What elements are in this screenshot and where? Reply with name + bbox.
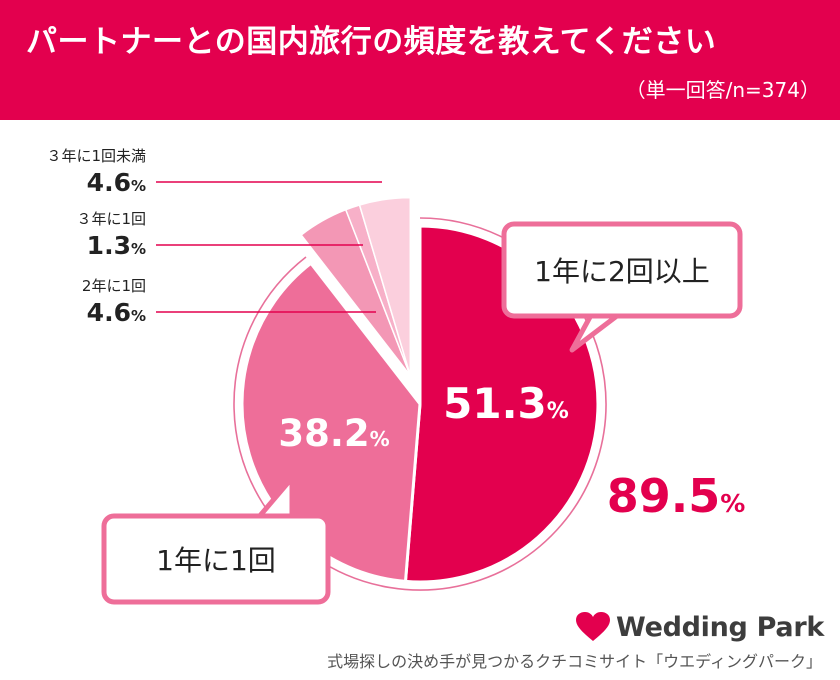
callout-label: 1年に2回以上 bbox=[534, 255, 710, 288]
page-title: パートナーとの国内旅行の頻度を教えてください bbox=[26, 24, 717, 60]
combined-total-label: 89.5% bbox=[607, 469, 746, 523]
pie-slice bbox=[358, 196, 412, 376]
leader-category-label: ３年に1回 bbox=[76, 210, 146, 228]
page-subtitle: （単一回答/n=374） bbox=[625, 78, 820, 102]
data-label: 38.2% bbox=[278, 412, 389, 455]
data-label: 51.3% bbox=[443, 379, 569, 428]
leader-value-label: 1.3% bbox=[87, 231, 146, 260]
leader-value-label: 4.6% bbox=[87, 168, 146, 197]
leader-category-label: ３年に1回未満 bbox=[46, 147, 146, 165]
callout-box bbox=[101, 513, 331, 605]
leader-value-label: 4.6% bbox=[87, 298, 146, 327]
brand-tagline: 式場探しの決め手が見つかるクチコミサイト「ウエディングパーク」 bbox=[327, 652, 822, 671]
leader-category-label: 2年に1回 bbox=[82, 277, 146, 295]
heart-icon bbox=[576, 612, 611, 641]
callout-label: 1年に1回 bbox=[156, 544, 276, 577]
brand-logo: Wedding Park bbox=[576, 610, 824, 644]
brand-name: Wedding Park bbox=[616, 611, 824, 643]
header-banner: パートナーとの国内旅行の頻度を教えてください （単一回答/n=374） bbox=[0, 0, 840, 120]
callout-box bbox=[501, 221, 743, 319]
